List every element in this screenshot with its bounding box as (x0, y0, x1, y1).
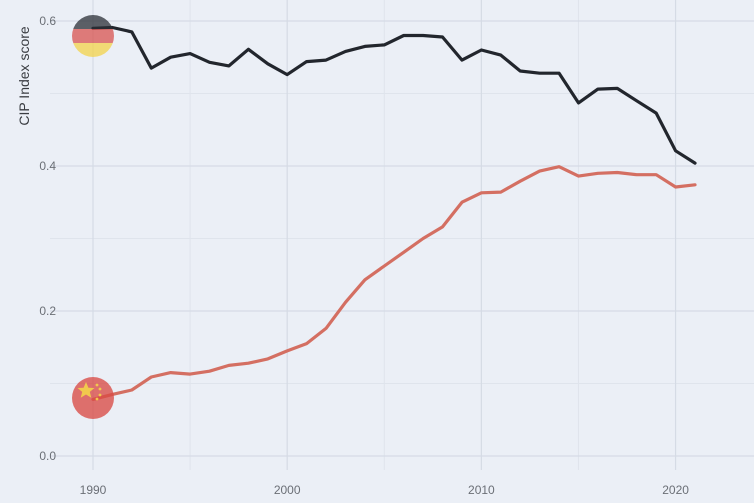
grid (50, 0, 754, 470)
series-line-0 (91, 25, 697, 165)
y-tick-label: 0.2 (39, 304, 56, 318)
star-icon (77, 382, 95, 398)
y-axis-ticks: 0.0 0.2 0.4 0.6 (39, 14, 56, 463)
y-tick-label: 0.4 (39, 159, 56, 173)
x-tick-label: 2020 (662, 483, 689, 497)
x-tick-label: 2000 (274, 483, 301, 497)
y-tick-label: 0.0 (39, 449, 56, 463)
x-tick-label: 2010 (468, 483, 495, 497)
x-axis-ticks: 1990 2000 2010 2020 (80, 483, 690, 497)
y-axis-title: CIP Index score (16, 26, 32, 126)
series-line-1 (91, 165, 697, 401)
x-tick-label: 1990 (80, 483, 107, 497)
y-tick-label: 0.6 (39, 14, 56, 28)
germany-flag-icon (72, 15, 114, 57)
series-lines (91, 25, 697, 401)
china-flag-icon (72, 377, 114, 419)
